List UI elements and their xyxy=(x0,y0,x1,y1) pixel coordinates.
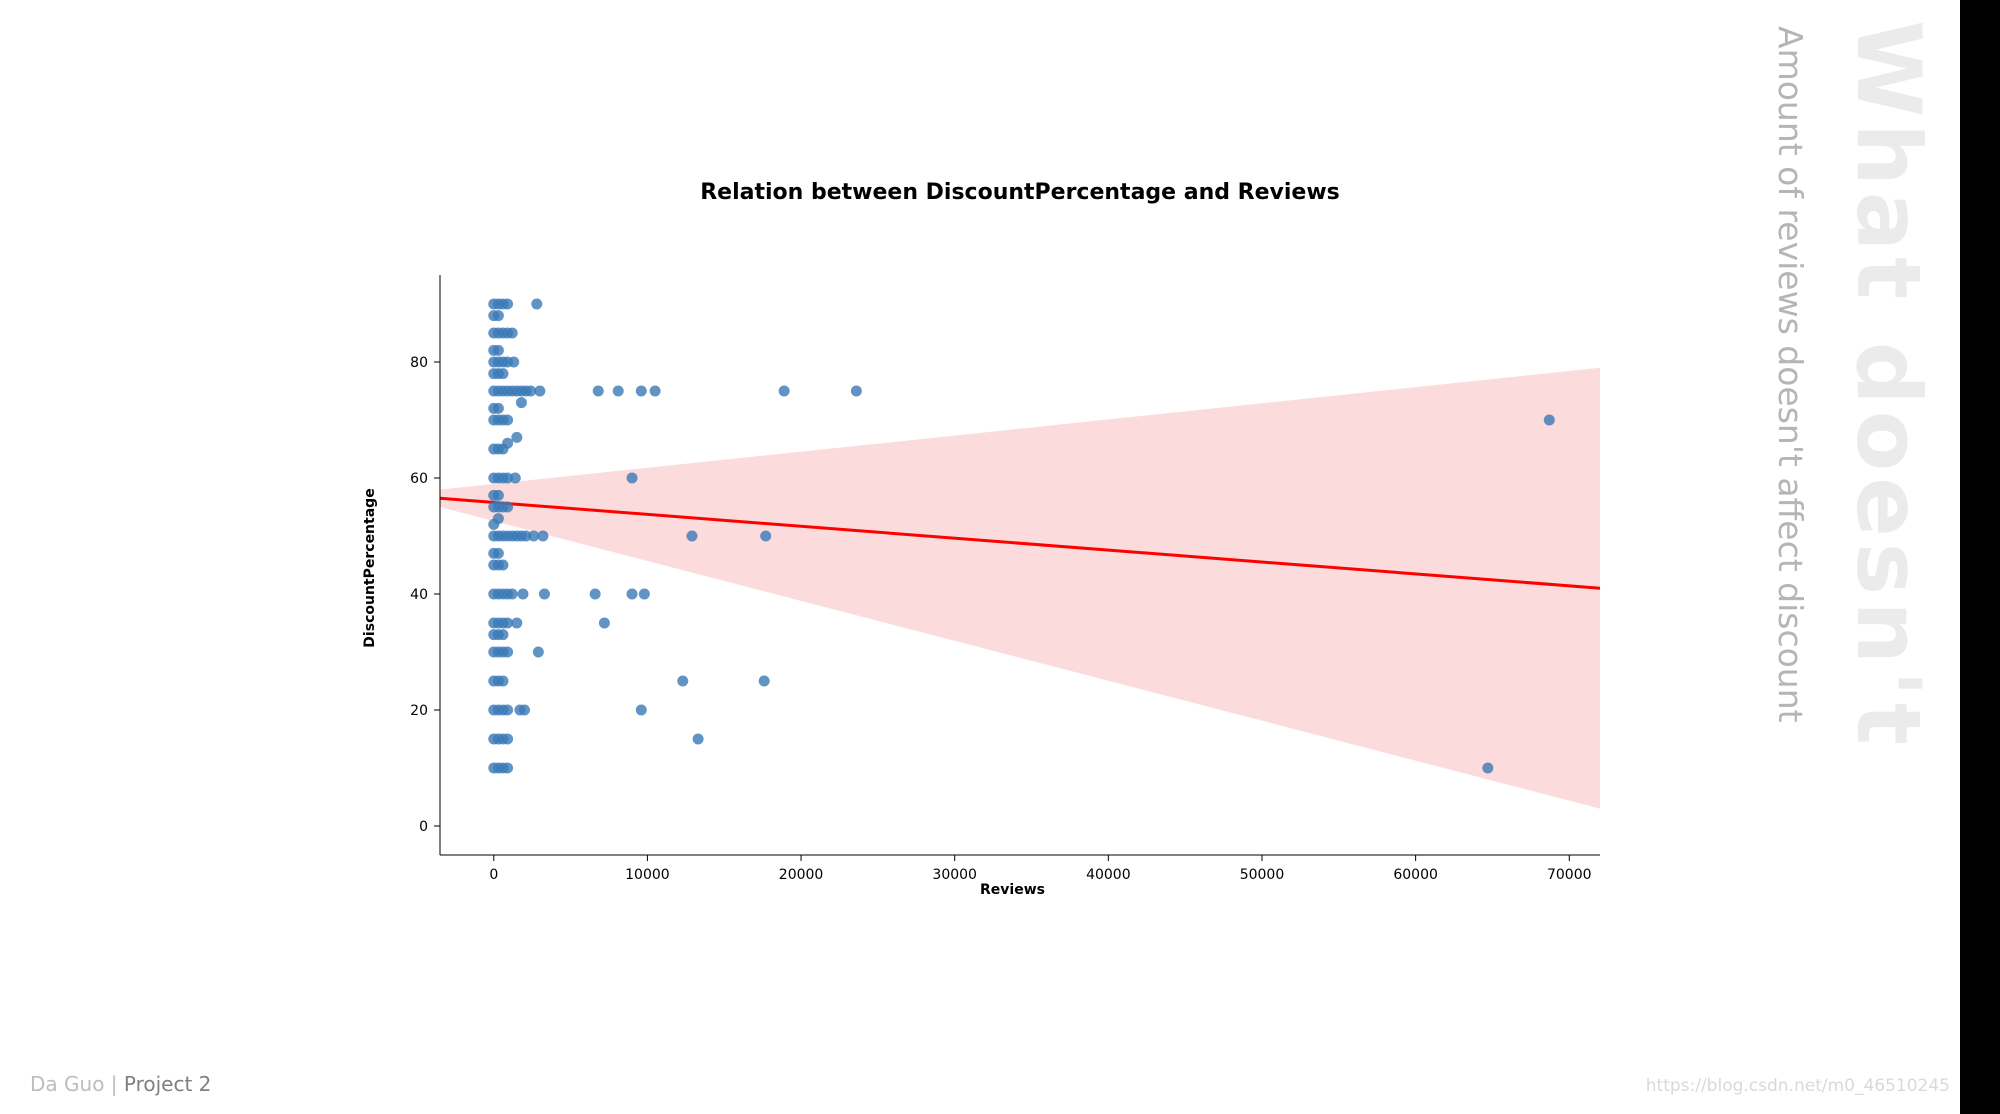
svg-text:80: 80 xyxy=(410,355,428,371)
scatter-regression-plot: 0 10000 20000 30000 40000 50000 60000 70000 0 20 4… xyxy=(0,0,2000,1114)
footer-divider: | xyxy=(104,1072,123,1096)
svg-text:40: 40 xyxy=(410,587,428,603)
svg-text:40000: 40000 xyxy=(1086,867,1131,883)
footer-author-name: Da Guo xyxy=(30,1072,104,1096)
svg-text:60000: 60000 xyxy=(1393,867,1438,883)
svg-text:70000: 70000 xyxy=(1547,867,1592,883)
svg-text:60: 60 xyxy=(410,471,428,487)
svg-text:0: 0 xyxy=(489,867,498,883)
svg-text:30000: 30000 xyxy=(932,867,977,883)
footer-watermark-url: https://blog.csdn.net/m0_46510245 xyxy=(1646,1076,1950,1096)
svg-text:50000: 50000 xyxy=(1240,867,1285,883)
footer-project: Project 2 xyxy=(124,1072,212,1096)
svg-text:10000: 10000 xyxy=(625,867,670,883)
svg-text:20: 20 xyxy=(410,703,428,719)
footer-author: Da Guo | Project 2 xyxy=(30,1072,211,1096)
svg-text:0: 0 xyxy=(419,819,428,835)
svg-text:20000: 20000 xyxy=(779,867,824,883)
